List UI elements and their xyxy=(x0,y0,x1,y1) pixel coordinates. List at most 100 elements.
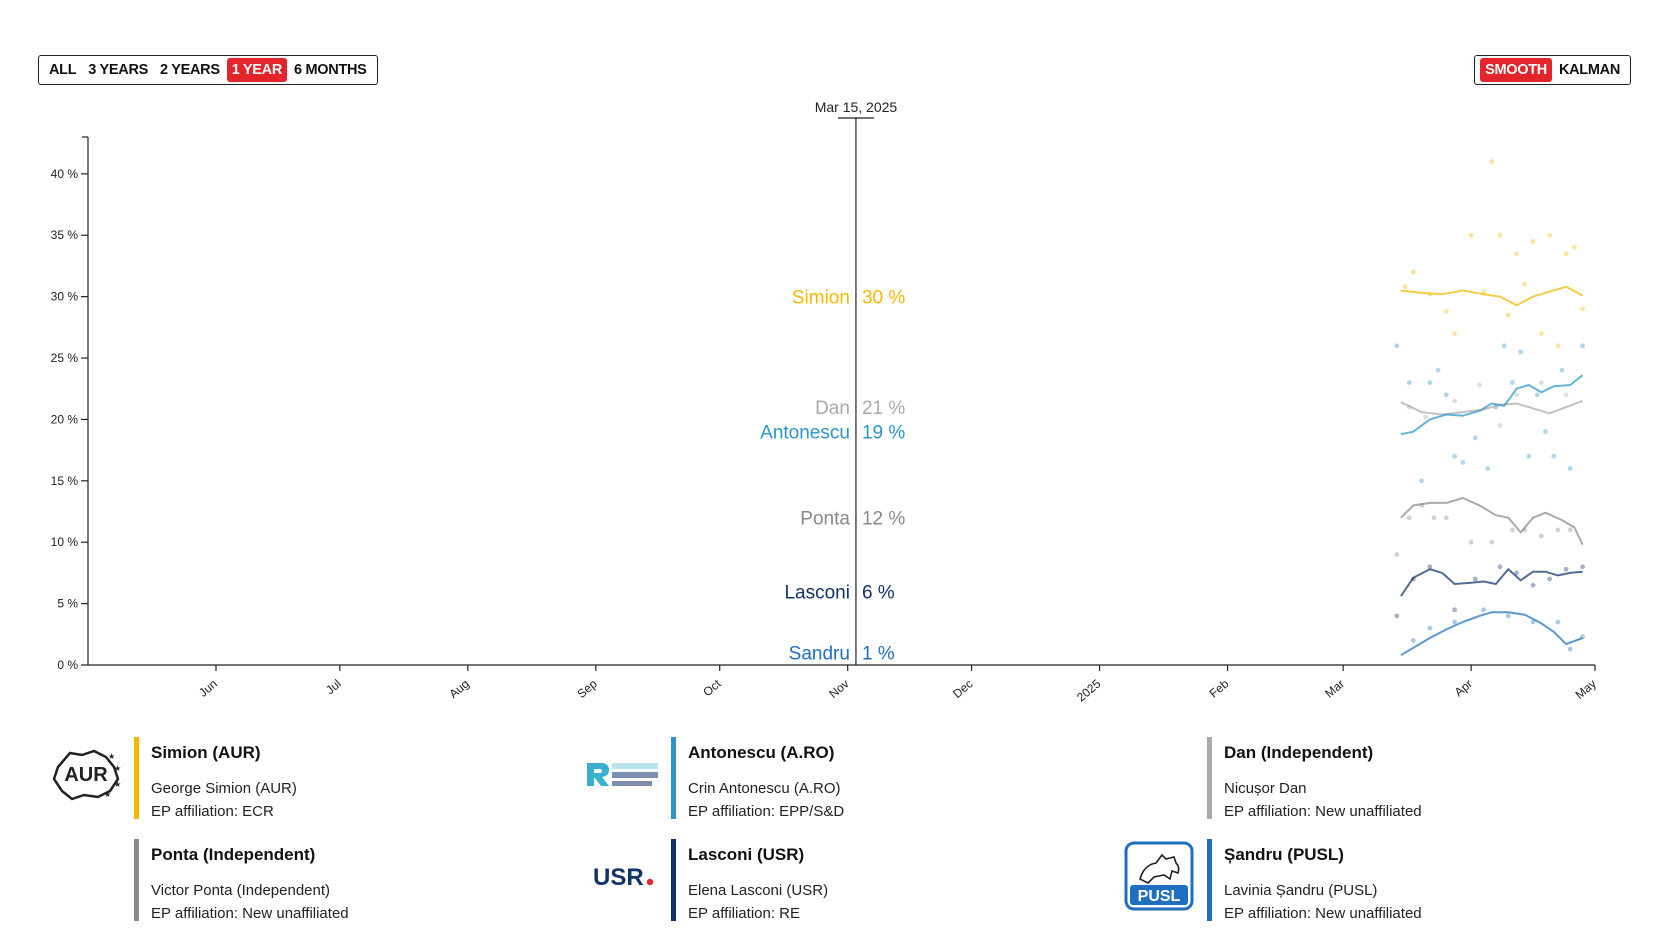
poll-point-simion xyxy=(1452,331,1458,336)
svg-text:★: ★ xyxy=(104,790,111,799)
poll-point-ponta xyxy=(1431,515,1437,521)
poll-point-lasconi xyxy=(1394,613,1400,619)
poll-point-dan xyxy=(1497,423,1503,428)
legend-ep-affiliation: EP affiliation: RE xyxy=(688,905,801,922)
alianta-romania-inainte-logo xyxy=(585,739,661,809)
poll-point-antonescu xyxy=(1419,478,1424,484)
trend-line-antonescu xyxy=(1400,374,1584,436)
poll-point-lasconi xyxy=(1514,570,1519,576)
legend-item-dan[interactable]: Dan (Independent) Nicușor Dan EP affilia… xyxy=(1121,737,1641,820)
poll-point-simion xyxy=(1571,245,1577,250)
smoothing-mode-selector: SMOOTH KALMAN xyxy=(1474,55,1631,85)
legend-item-sandru[interactable]: PUSL Șandru (PUSL) Lavinia Șandru (PUSL)… xyxy=(1121,839,1641,922)
poll-point-dan xyxy=(1476,382,1482,388)
legend-item-ponta[interactable]: Ponta (Independent) Victor Ponta (Indepe… xyxy=(48,839,568,922)
kalman-mode-button[interactable]: KALMAN xyxy=(1554,58,1625,82)
legend-title: Ponta (Independent) xyxy=(151,845,316,864)
hover-cursor[interactable]: Mar 15, 2025 Simion 30 % Dan 21 % Antonescu 19… xyxy=(760,99,905,665)
aur-logo: AUR ★ ★ ★ ★ xyxy=(48,739,124,809)
cursor-value-sandru: 1 % xyxy=(862,644,895,665)
legend-item-antonescu[interactable]: Antonescu (A.RO) Crin Antonescu (A.RO) E… xyxy=(585,737,1105,820)
poll-point-antonescu xyxy=(1501,343,1507,349)
poll-point-ponta xyxy=(1468,539,1474,545)
cursor-date-label: Mar 15, 2025 xyxy=(815,99,898,115)
smooth-mode-button[interactable]: SMOOTH xyxy=(1480,58,1552,82)
cursor-value-lasconi: 6 % xyxy=(862,582,895,603)
poll-point-simion xyxy=(1468,232,1474,238)
poll-point-dan xyxy=(1514,392,1519,398)
x-tick-label: Dec xyxy=(950,677,975,701)
x-tick-label: Sep xyxy=(574,676,600,701)
poll-point-antonescu xyxy=(1435,367,1441,373)
trend-line-sandru xyxy=(1400,611,1583,657)
poll-point-simion xyxy=(1410,269,1416,275)
poll-point-lasconi xyxy=(1497,564,1503,570)
legend-person: Lavinia Șandru (PUSL) xyxy=(1224,882,1378,899)
poll-point-simion xyxy=(1563,251,1569,257)
legend-ep-affiliation: EP affiliation: New unaffiliated xyxy=(1224,803,1422,820)
poll-point-antonescu xyxy=(1580,343,1586,349)
poll-point-sandru xyxy=(1427,625,1433,631)
legend-title: Antonescu (A.RO) xyxy=(688,743,835,762)
poll-point-antonescu xyxy=(1518,349,1524,355)
poll-point-antonescu xyxy=(1485,466,1491,471)
y-tick-label: 40 % xyxy=(51,167,79,181)
range-6-months-button[interactable]: 6 MONTHS xyxy=(289,58,372,82)
poll-point-simion xyxy=(1514,251,1519,257)
legend-person: Crin Antonescu (A.RO) xyxy=(688,780,841,797)
x-tick-label: Feb xyxy=(1207,676,1232,700)
poll-chart[interactable]: 0 % 5 % 10 % 15 % 20 % 25 % 30 % 35 % 40 % Jun Jul… xyxy=(0,0,1669,720)
poll-point-simion xyxy=(1522,281,1528,287)
cursor-label-lasconi: Lasconi xyxy=(784,582,850,603)
poll-point-simion xyxy=(1481,289,1486,295)
range-2-years-button[interactable]: 2 YEARS xyxy=(155,58,225,82)
poll-point-dan xyxy=(1538,380,1544,385)
range-3-years-button[interactable]: 3 YEARS xyxy=(83,58,153,82)
cursor-label-antonescu: Antonescu xyxy=(760,423,850,444)
y-tick-label: 35 % xyxy=(51,228,79,242)
legend-person: Nicușor Dan xyxy=(1224,780,1307,797)
poll-point-antonescu xyxy=(1472,435,1478,441)
poll-point-dan xyxy=(1423,414,1429,420)
x-tick-label: Jul xyxy=(323,677,344,698)
poll-point-sandru xyxy=(1452,619,1458,625)
svg-text:AUR: AUR xyxy=(64,764,108,786)
legend-color-bar xyxy=(134,737,139,819)
x-tick-label: May xyxy=(1573,677,1599,702)
y-tick-label: 25 % xyxy=(51,351,79,365)
poll-point-simion xyxy=(1497,232,1503,238)
poll-point-antonescu xyxy=(1510,380,1515,385)
pusl-logo: PUSL xyxy=(1121,841,1197,911)
legend-title: Dan (Independent) xyxy=(1224,743,1374,762)
range-all-button[interactable]: ALL xyxy=(44,58,81,82)
poll-point-ponta xyxy=(1406,515,1412,521)
legend-item-simion[interactable]: AUR ★ ★ ★ ★ Simion (AUR) George Simion (… xyxy=(48,737,568,820)
poll-point-simion xyxy=(1443,308,1449,314)
svg-text:★: ★ xyxy=(108,752,115,761)
legend-item-lasconi[interactable]: USR Lasconi (USR) Elena Lasconi (USR) EP… xyxy=(585,839,1105,922)
trend-line-ponta xyxy=(1400,497,1584,546)
range-1-year-button[interactable]: 1 YEAR xyxy=(226,58,288,82)
trend-line-simion xyxy=(1400,285,1584,307)
svg-text:★: ★ xyxy=(114,780,121,789)
legend-ep-affiliation: EP affiliation: EPP/S&D xyxy=(688,803,845,820)
legend-title: Șandru (PUSL) xyxy=(1224,845,1344,864)
poll-point-antonescu xyxy=(1406,380,1412,385)
time-range-selector: ALL 3 YEARS 2 YEARS 1 YEAR 6 MONTHS xyxy=(38,55,378,85)
y-tick-label: 0 % xyxy=(57,658,78,672)
cursor-value-antonescu: 19 % xyxy=(862,423,905,444)
poll-point-ponta xyxy=(1538,533,1544,539)
poll-point-antonescu xyxy=(1534,392,1540,398)
poll-point-sandru xyxy=(1567,646,1573,652)
x-tick-label: Mar xyxy=(1322,677,1347,701)
legend-color-bar xyxy=(1207,737,1212,819)
trend-lines xyxy=(1400,285,1584,657)
poll-point-ponta xyxy=(1443,515,1449,521)
legend-person: George Simion (AUR) xyxy=(151,780,297,797)
cursor-label-dan: Dan xyxy=(815,398,850,419)
legend-ep-affiliation: EP affiliation: New unaffiliated xyxy=(151,905,349,922)
poll-point-lasconi xyxy=(1547,576,1552,582)
poll-point-sandru xyxy=(1410,638,1416,643)
poll-point-dan xyxy=(1452,398,1458,404)
poll-point-simion xyxy=(1555,343,1561,349)
